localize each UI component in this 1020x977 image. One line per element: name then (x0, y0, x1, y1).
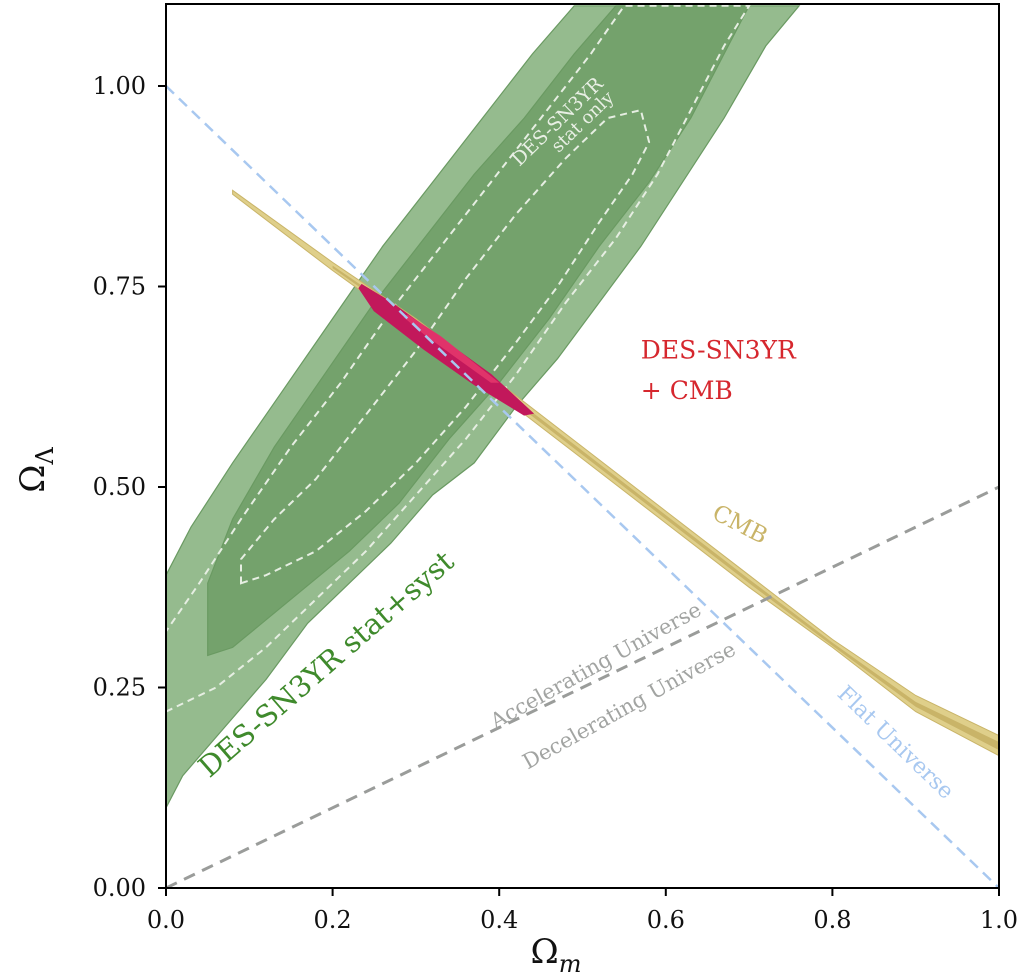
y-tick-label: 0.00 (93, 874, 146, 902)
annotation-comb1: DES-SN3YR (641, 336, 797, 365)
x-tick-label: 0.0 (147, 906, 185, 934)
y-tick-label: 0.50 (93, 473, 146, 501)
annotation-flat: Flat Universe (832, 681, 958, 804)
series-des-sn3yr-cmb-inner (403, 314, 500, 383)
y-axis-title: ΩΛ (13, 447, 59, 493)
series-des-sn3yr-stat-only-outer (166, 4, 751, 713)
x-tick-label: 0.4 (480, 906, 518, 934)
x-tick-label: 1.0 (980, 906, 1018, 934)
x-tick-label: 0.6 (647, 906, 685, 934)
y-tick-label: 0.75 (93, 273, 146, 301)
series-des-sn3yr-stat-syst-outer (166, 5, 801, 809)
series-des-sn3yr-stat-only-inner (240, 108, 651, 585)
series-accelerating-decelerating-boundary-line (166, 485, 999, 888)
annotation-comb2: + CMB (641, 376, 733, 405)
plot-area (166, 4, 999, 809)
y-axis: 0.00 0.25 0.50 0.75 1.00 (93, 72, 166, 902)
plot-frame (165, 3, 1000, 889)
x-axis: 0.0 0.2 0.4 0.6 0.8 1.0 (147, 888, 1018, 934)
series-des-sn3yr-stat-syst-inner (207, 5, 751, 657)
reference-lines (166, 85, 999, 888)
y-tick-label: 0.25 (93, 674, 146, 702)
x-axis-title: Ωm (531, 932, 582, 977)
series-flat-universe-line (166, 85, 999, 888)
annotation-cmb: CMB (708, 500, 772, 550)
y-tick-label: 1.00 (93, 72, 146, 100)
x-tick-label: 0.2 (314, 906, 352, 934)
x-tick-label: 0.8 (813, 906, 851, 934)
